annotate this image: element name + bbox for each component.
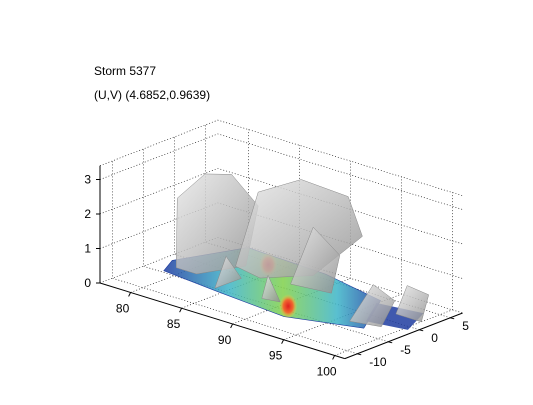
x-tick-label-2: 90 [218,333,232,347]
y-tick-label-1: 0 [431,331,438,345]
z-tick-label-1: 1 [84,242,91,256]
z-tick-label-2: 2 [84,207,91,221]
x-tick-mark-4 [332,355,336,360]
y-tick-label-0: 5 [462,319,469,333]
cloud-tower-3 [214,255,242,289]
y-tick-mark-3 [357,353,362,356]
cloud-tower-6 [395,285,429,323]
x-tick-mark-3 [281,339,285,344]
x-tick-mark-0 [128,292,132,297]
gridline-z-3 [99,133,463,210]
cloud-tower-0 [175,173,259,275]
reflectivity-core-1 [279,294,298,319]
x-tick-mark-2 [230,323,234,329]
y-tick-label-3: -10 [369,355,387,369]
x-tick-mark-1 [179,307,183,313]
isosurfaces [175,173,429,328]
gridline-x-3 [283,176,402,340]
cloud-tower-5 [349,284,396,328]
x-tick-label-4: 100 [317,364,337,378]
cloud-tower-4 [261,274,281,303]
y-tick-mark-1 [419,329,424,332]
z-tick-label-0: 0 [84,276,91,290]
x-tick-label-1: 85 [167,317,181,331]
gridline-z-2 [99,168,463,245]
x-tick-label-0: 80 [116,301,130,315]
x-tick-label-3: 95 [269,349,283,363]
y-axis-line [344,312,463,360]
z-tick-label-3: 3 [84,173,91,187]
axes [96,165,463,360]
gridline-x-4 [334,192,453,356]
chart-title-line-2: (U,V) (4.6852,0.9639) [94,88,211,102]
x-axis-line [99,282,345,360]
y-tick-mark-0 [450,317,455,320]
box-top-edge [99,119,463,196]
y-tick-label-2: -5 [400,343,411,357]
chart-title-line-1: Storm 5377 [94,64,157,78]
tick-labels: 80 85 90 95 100 5 0 -5 -10 0 1 2 3 [84,173,469,379]
y-tick-mark-2 [388,341,393,344]
cloud-tower-2 [290,226,341,294]
